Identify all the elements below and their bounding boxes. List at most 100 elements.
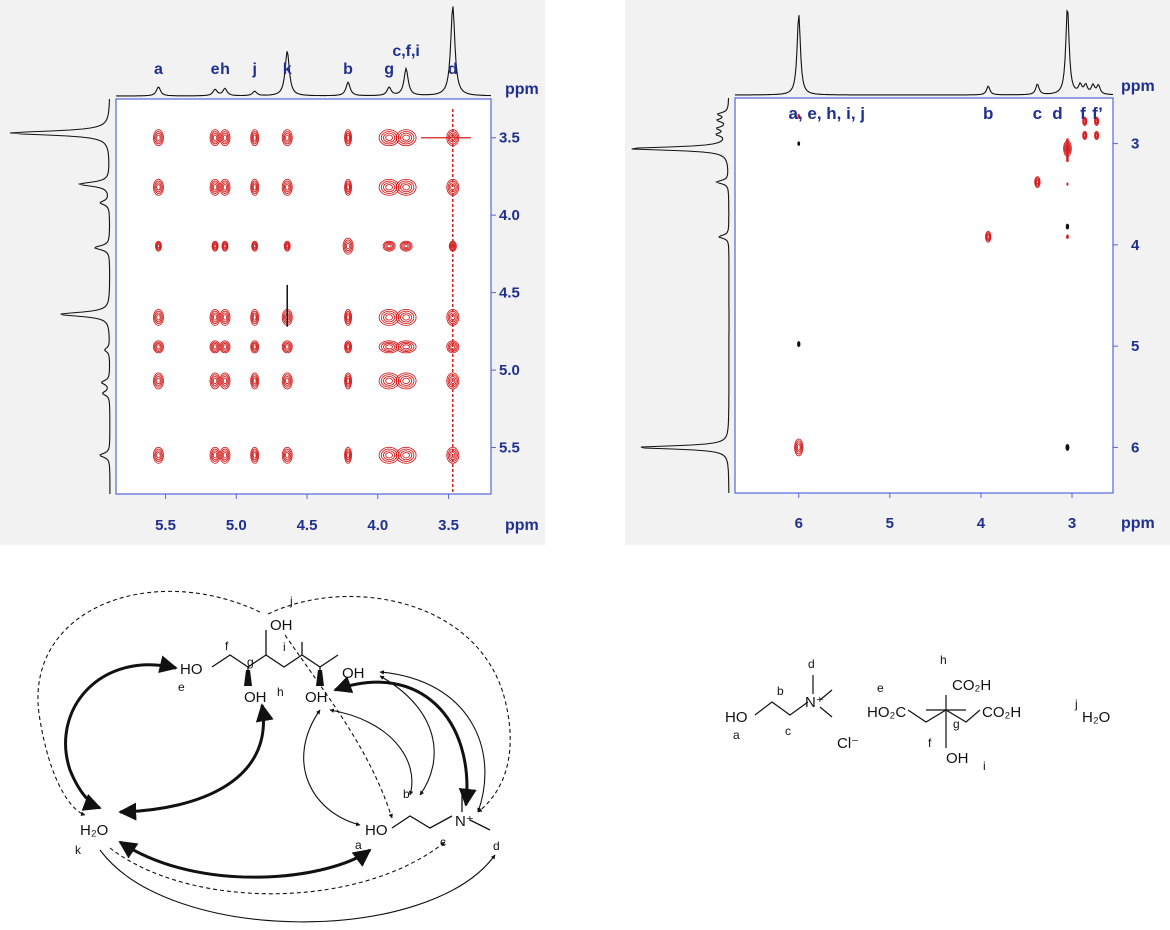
left-cross-peak-4-6-ring-3 (285, 452, 290, 459)
left-cross-peak-6-3 (378, 308, 400, 326)
left-cross-peak-0-4 (153, 340, 164, 354)
left-ytick-2: 4.5 (499, 285, 520, 302)
label-k: k (75, 843, 82, 857)
left-cross-peak-8-5-ring-3 (450, 377, 456, 385)
left-cross-peak-3-1-ring-0 (250, 178, 260, 196)
left-cross-peak-7-2-ring-1 (400, 241, 412, 251)
left-bottom-unit: ppm (505, 517, 539, 534)
left-cross-peak-0-1-ring-0 (153, 178, 164, 196)
left-cross-peak-1-6-ring-3 (212, 452, 218, 459)
left-cross-peak-0-3 (153, 308, 164, 326)
left-peak-label-6: g (384, 61, 394, 78)
left-cross-peak-6-3-ring-3 (385, 314, 393, 321)
left-cross-peak-7-0 (395, 129, 417, 147)
left-cross-peak-7-4-ring-2 (400, 342, 413, 351)
left-cross-peak-1-2-ring-3 (213, 244, 217, 249)
left-cross-peak-2-5-ring-3 (222, 377, 228, 385)
left-peak-label-2: h (220, 61, 230, 78)
right-cross-peak-2-ring-2 (1035, 178, 1040, 186)
left-cross-peak-0-4-ring-3 (156, 344, 161, 350)
right-plot-frame (734, 97, 1114, 494)
left-cross-peak-2-3-ring-3 (222, 314, 228, 321)
left-cross-peak-7-3-ring-3 (402, 314, 410, 321)
left-cross-peak-0-0-ring-1 (154, 131, 163, 145)
right-bottom-unit: ppm (1121, 515, 1155, 532)
right-cross-peak-12-ring-3 (1066, 235, 1069, 238)
left-cross-peak-5-0-ring-3 (346, 134, 350, 141)
left-cross-peak-1-6-ring-2 (211, 450, 219, 461)
wedge-h (244, 670, 252, 686)
left-cross-peak-1-5-ring-3 (212, 377, 218, 385)
left-cross-peak-4-5 (281, 372, 293, 390)
left-cross-peak-4-1-ring-1 (282, 180, 292, 194)
left-cross-peak-4-0-ring-3 (285, 134, 290, 141)
label-e: e (178, 680, 185, 694)
left-cross-peak-6-0-ring-2 (383, 132, 396, 143)
left-cross-peak-6-2 (382, 240, 396, 252)
left-plot-frame (115, 98, 492, 495)
left-cross-peak-5-0-ring-0 (344, 129, 353, 147)
left-cross-peak-8-5-ring-0 (446, 372, 460, 390)
left-cross-peak-3-6 (250, 446, 260, 464)
left-cross-peak-0-5-ring-3 (156, 377, 161, 385)
left-cross-peak-5-0-ring-1 (344, 131, 352, 145)
left-cross-peak-0-5-ring-0 (153, 372, 164, 390)
left-cross-peak-2-2-ring-1 (222, 241, 228, 251)
left-cross-peak-7-3-ring-1 (397, 310, 415, 325)
left-cross-peak-3-2-ring-1 (251, 241, 258, 251)
right-cross-peak-7-ring-0 (1094, 130, 1100, 141)
left-cross-peak-4-1-ring-2 (283, 182, 291, 193)
left-cross-peak-6-6 (378, 446, 400, 464)
polyol-ho: HO (180, 661, 203, 678)
left-cross-peak-3-6-ring-0 (250, 446, 260, 464)
right-cross-peak-0 (794, 438, 804, 457)
left-cross-peak-4-2-ring-1 (284, 241, 290, 251)
left-cross-peak-4-4-ring-1 (282, 341, 292, 352)
left-cross-peak-2-4-ring-1 (220, 341, 230, 352)
right-top-unit: ppm (1121, 78, 1155, 95)
left-cross-peak-6-5-ring-0 (378, 372, 400, 390)
right-xtick-1: 5 (886, 515, 894, 532)
left-cross-peak-7-0-ring-0 (395, 129, 417, 147)
ca-label-i: i (983, 759, 986, 773)
left-nmr-chart: a e h j k b gc,f,i d 5.5 5.0 4.5 4.0 3.5 3.5 4.0 4.5 5… (9, 6, 539, 534)
interaction-scheme: OH j HO e f g h i OH OH OH H₂O k HO a b … (37, 590, 511, 923)
ca-label-h: h (940, 653, 947, 667)
left-cross-peak-2-6 (219, 446, 231, 464)
left-cross-peak-0-2-ring-2 (156, 242, 161, 250)
left-cross-peak-3-1 (250, 178, 260, 196)
left-cross-peak-5-2-ring-0 (342, 237, 354, 255)
left-cross-peak-5-3-ring-3 (346, 314, 350, 321)
cc-label-d: d (808, 657, 815, 671)
cc-label-b: b (777, 684, 784, 698)
left-cross-peak-6-1 (378, 178, 400, 196)
oh-end: OH (342, 665, 365, 682)
right-ytick-1: 4 (1131, 237, 1140, 254)
left-cross-peak-3-2-ring-0 (251, 240, 259, 252)
left-ytick-1: 4.0 (499, 207, 520, 224)
left-cross-peak-6-5-ring-3 (385, 377, 393, 385)
right-cross-peak-7-ring-2 (1094, 132, 1099, 139)
right-cross-peak-4-ring-3 (1083, 119, 1086, 124)
left-cross-peak-5-4 (344, 340, 353, 354)
left-cross-peak-0-0 (153, 129, 164, 147)
left-cross-peak-2-0-ring-1 (220, 131, 230, 145)
left-cross-peak-2-5-ring-1 (220, 374, 230, 388)
left-cross-peak-2-5 (219, 372, 231, 390)
left-cross-peak-5-5 (344, 372, 353, 390)
left-xtick-2: 4.5 (297, 517, 318, 534)
left-ytick-0: 3.5 (499, 130, 520, 147)
label-j: j (289, 594, 293, 608)
left-cross-peak-4-5-ring-0 (281, 372, 293, 390)
wedge-i (316, 670, 324, 686)
label-a: a (355, 838, 362, 852)
right-cross-peak-0-ring-1 (795, 440, 803, 455)
left-cross-peak-6-1-ring-1 (380, 180, 398, 194)
left-cross-peak-6-1-ring-2 (383, 182, 396, 193)
cc-label-a: a (733, 728, 740, 742)
left-cross-peak-3-5-ring-2 (252, 375, 258, 386)
left-cross-peak-0-5-ring-1 (154, 374, 163, 388)
left-cross-peak-7-4-ring-1 (397, 341, 415, 352)
left-cross-peak-2-2-ring-0 (221, 240, 229, 252)
left-cross-peak-4-2-ring-3 (285, 244, 289, 249)
